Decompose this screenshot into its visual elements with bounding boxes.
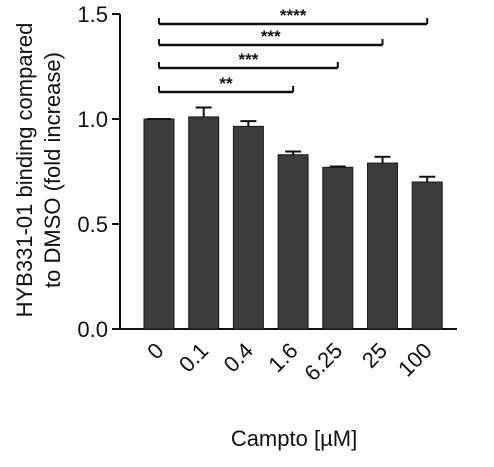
y-axis-ticks: 0.0 0.5 1.0 1.5	[77, 2, 120, 342]
x-tick-label: 25	[357, 338, 392, 373]
x-tick-label: 0	[142, 338, 168, 364]
x-tick-label-group: 6.25	[299, 338, 347, 386]
bar	[277, 154, 309, 330]
significance-label: ***	[238, 50, 258, 69]
x-axis-tick-labels: 0 0.1 0.4 1.66.25 25 100	[142, 338, 437, 386]
significance-brackets: ************	[158, 6, 429, 94]
x-tick-label: 0.1	[174, 338, 213, 377]
bar	[322, 166, 354, 330]
y-axis-title-line-1: HYB331-01 binding compared	[12, 23, 37, 318]
significance-label: ***	[261, 27, 281, 46]
bar	[232, 125, 264, 330]
x-tick-label: 0.4	[219, 338, 258, 377]
x-tick-label-group: 25	[357, 338, 392, 373]
x-axis-title: Campto [µM]	[231, 426, 357, 451]
x-tick-label-group: 0.4	[219, 338, 258, 377]
bars	[143, 116, 443, 330]
y-tick-label: 0.0	[77, 317, 108, 342]
y-tick-label: 1.0	[77, 107, 108, 132]
y-tick-label: 1.5	[77, 2, 108, 27]
bar	[188, 116, 220, 330]
x-tick-label-group: 100	[393, 338, 437, 382]
x-tick-label-group: 0	[142, 338, 168, 364]
y-tick-label: 0.5	[77, 212, 108, 237]
x-tick-label: 100	[393, 338, 437, 382]
significance-label: ****	[280, 6, 307, 25]
significance-label: **	[219, 74, 233, 93]
error-bars	[147, 106, 436, 182]
bar	[367, 162, 398, 330]
x-tick-label: 1.6	[263, 338, 302, 377]
bar	[143, 118, 175, 330]
y-axis-title: HYB331-01 binding compared to DMSO (fold…	[12, 23, 65, 318]
y-axis-title-line-2: to DMSO (fold increase)	[40, 52, 65, 288]
x-tick-label: 6.25	[299, 338, 347, 386]
x-tick-label-group: 1.6	[263, 338, 302, 377]
x-tick-label-group: 0.1	[174, 338, 213, 377]
bar	[411, 181, 443, 330]
